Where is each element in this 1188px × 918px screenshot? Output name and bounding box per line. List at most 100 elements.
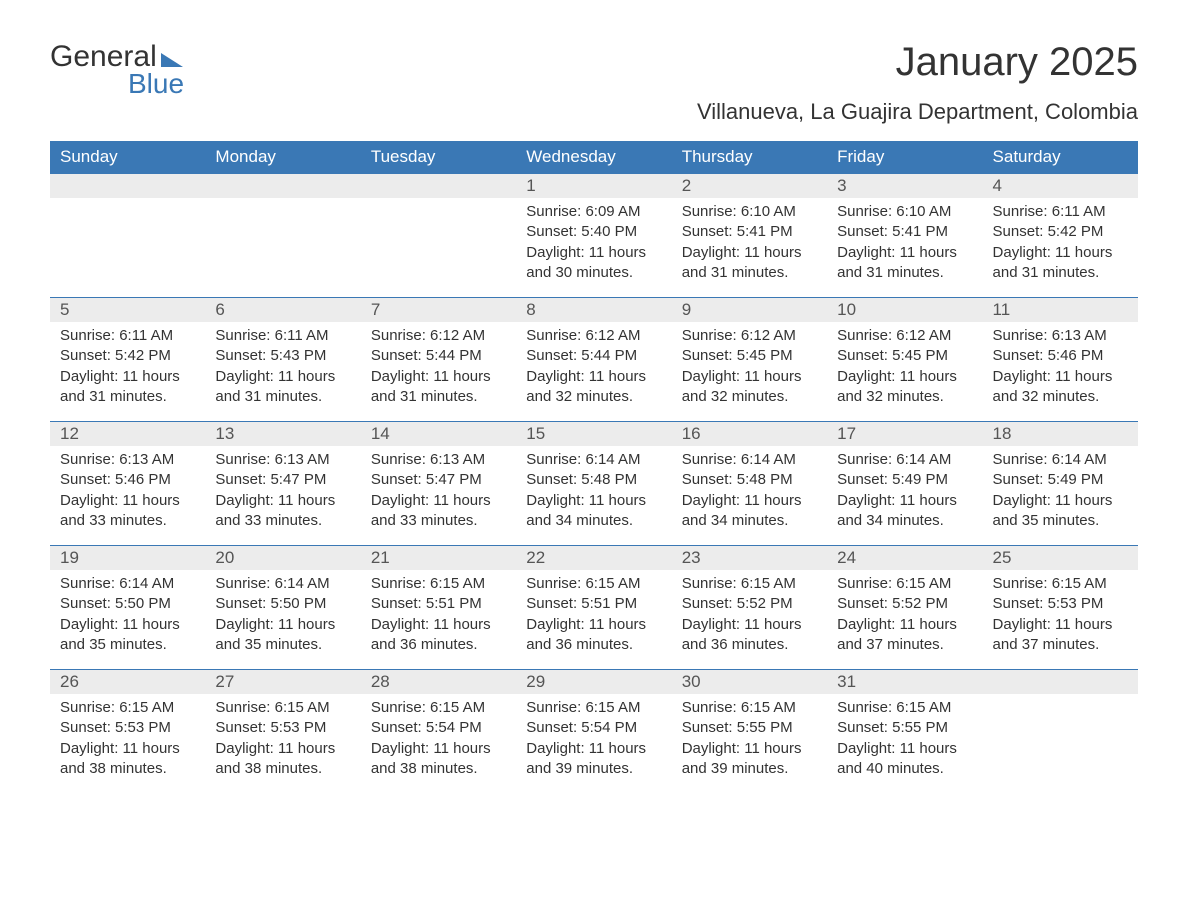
daylight-text-1: Daylight: 11 hours [682, 243, 817, 263]
calendar-cell: 19Sunrise: 6:14 AMSunset: 5:50 PMDayligh… [50, 546, 205, 669]
day-number: 2 [672, 174, 827, 198]
cell-body: Sunrise: 6:13 AMSunset: 5:47 PMDaylight:… [205, 446, 360, 531]
sunrise-text: Sunrise: 6:10 AM [682, 202, 817, 222]
header: General Blue January 2025 Villanueva, La… [50, 40, 1138, 125]
daylight-text-1: Daylight: 11 hours [215, 367, 350, 387]
cell-body: Sunrise: 6:15 AMSunset: 5:54 PMDaylight:… [516, 694, 671, 779]
location-subtitle: Villanueva, La Guajira Department, Colom… [697, 99, 1138, 125]
title-block: January 2025 Villanueva, La Guajira Depa… [697, 40, 1138, 125]
daylight-text-1: Daylight: 11 hours [526, 615, 661, 635]
daylight-text-2: and 33 minutes. [371, 511, 506, 531]
daylight-text-2: and 35 minutes. [993, 511, 1128, 531]
sunrise-text: Sunrise: 6:11 AM [60, 326, 195, 346]
daylight-text-2: and 37 minutes. [837, 635, 972, 655]
daylight-text-1: Daylight: 11 hours [993, 491, 1128, 511]
sunrise-text: Sunrise: 6:15 AM [837, 698, 972, 718]
sunset-text: Sunset: 5:46 PM [60, 470, 195, 490]
sunrise-text: Sunrise: 6:15 AM [371, 698, 506, 718]
daylight-text-1: Daylight: 11 hours [215, 491, 350, 511]
sunrise-text: Sunrise: 6:13 AM [215, 450, 350, 470]
sunset-text: Sunset: 5:52 PM [837, 594, 972, 614]
cell-body: Sunrise: 6:12 AMSunset: 5:45 PMDaylight:… [827, 322, 982, 407]
sunset-text: Sunset: 5:53 PM [993, 594, 1128, 614]
sunset-text: Sunset: 5:44 PM [371, 346, 506, 366]
sunset-text: Sunset: 5:55 PM [682, 718, 817, 738]
sunset-text: Sunset: 5:45 PM [682, 346, 817, 366]
day-number: 23 [672, 546, 827, 570]
cell-body: Sunrise: 6:11 AMSunset: 5:42 PMDaylight:… [983, 198, 1138, 283]
calendar-cell: 17Sunrise: 6:14 AMSunset: 5:49 PMDayligh… [827, 422, 982, 545]
daylight-text-2: and 40 minutes. [837, 759, 972, 779]
sunrise-text: Sunrise: 6:15 AM [837, 574, 972, 594]
sunset-text: Sunset: 5:42 PM [60, 346, 195, 366]
cell-body: Sunrise: 6:13 AMSunset: 5:46 PMDaylight:… [50, 446, 205, 531]
calendar-cell: 20Sunrise: 6:14 AMSunset: 5:50 PMDayligh… [205, 546, 360, 669]
sunset-text: Sunset: 5:41 PM [837, 222, 972, 242]
cell-body: Sunrise: 6:15 AMSunset: 5:53 PMDaylight:… [983, 570, 1138, 655]
day-number: 1 [516, 174, 671, 198]
calendar-cell: 9Sunrise: 6:12 AMSunset: 5:45 PMDaylight… [672, 298, 827, 421]
day-number: 19 [50, 546, 205, 570]
cell-body: Sunrise: 6:15 AMSunset: 5:51 PMDaylight:… [361, 570, 516, 655]
day-number: 28 [361, 670, 516, 694]
weekday-header: Wednesday [516, 141, 671, 173]
sunrise-text: Sunrise: 6:15 AM [371, 574, 506, 594]
sunrise-text: Sunrise: 6:12 AM [371, 326, 506, 346]
daylight-text-2: and 31 minutes. [993, 263, 1128, 283]
calendar-cell: 29Sunrise: 6:15 AMSunset: 5:54 PMDayligh… [516, 670, 671, 793]
sunset-text: Sunset: 5:50 PM [60, 594, 195, 614]
day-number: 9 [672, 298, 827, 322]
day-number [205, 174, 360, 198]
daylight-text-2: and 31 minutes. [682, 263, 817, 283]
logo-text-2: Blue [128, 68, 184, 100]
daylight-text-2: and 32 minutes. [993, 387, 1128, 407]
sunset-text: Sunset: 5:42 PM [993, 222, 1128, 242]
sunrise-text: Sunrise: 6:13 AM [60, 450, 195, 470]
cell-body: Sunrise: 6:12 AMSunset: 5:44 PMDaylight:… [361, 322, 516, 407]
daylight-text-1: Daylight: 11 hours [60, 739, 195, 759]
daylight-text-1: Daylight: 11 hours [526, 739, 661, 759]
cell-body: Sunrise: 6:14 AMSunset: 5:49 PMDaylight:… [983, 446, 1138, 531]
sunset-text: Sunset: 5:52 PM [682, 594, 817, 614]
calendar-cell: 4Sunrise: 6:11 AMSunset: 5:42 PMDaylight… [983, 174, 1138, 297]
day-number: 6 [205, 298, 360, 322]
daylight-text-1: Daylight: 11 hours [682, 367, 817, 387]
calendar-cell: 22Sunrise: 6:15 AMSunset: 5:51 PMDayligh… [516, 546, 671, 669]
daylight-text-1: Daylight: 11 hours [837, 367, 972, 387]
weekday-header: Tuesday [361, 141, 516, 173]
daylight-text-1: Daylight: 11 hours [60, 491, 195, 511]
cell-body: Sunrise: 6:15 AMSunset: 5:51 PMDaylight:… [516, 570, 671, 655]
sunrise-text: Sunrise: 6:14 AM [837, 450, 972, 470]
sunset-text: Sunset: 5:46 PM [993, 346, 1128, 366]
sunrise-text: Sunrise: 6:13 AM [371, 450, 506, 470]
daylight-text-2: and 32 minutes. [837, 387, 972, 407]
sunset-text: Sunset: 5:43 PM [215, 346, 350, 366]
daylight-text-1: Daylight: 11 hours [60, 615, 195, 635]
calendar-cell: 31Sunrise: 6:15 AMSunset: 5:55 PMDayligh… [827, 670, 982, 793]
cell-body: Sunrise: 6:15 AMSunset: 5:53 PMDaylight:… [205, 694, 360, 779]
daylight-text-2: and 36 minutes. [682, 635, 817, 655]
calendar-cell: 7Sunrise: 6:12 AMSunset: 5:44 PMDaylight… [361, 298, 516, 421]
sunset-text: Sunset: 5:47 PM [215, 470, 350, 490]
month-title: January 2025 [697, 40, 1138, 85]
day-number [50, 174, 205, 198]
calendar-cell [983, 670, 1138, 793]
daylight-text-2: and 31 minutes. [837, 263, 972, 283]
daylight-text-1: Daylight: 11 hours [993, 367, 1128, 387]
cell-body: Sunrise: 6:12 AMSunset: 5:44 PMDaylight:… [516, 322, 671, 407]
day-number: 4 [983, 174, 1138, 198]
weekday-header: Thursday [672, 141, 827, 173]
sunrise-text: Sunrise: 6:13 AM [993, 326, 1128, 346]
day-number [361, 174, 516, 198]
calendar-cell: 23Sunrise: 6:15 AMSunset: 5:52 PMDayligh… [672, 546, 827, 669]
daylight-text-1: Daylight: 11 hours [993, 243, 1128, 263]
sunrise-text: Sunrise: 6:15 AM [215, 698, 350, 718]
daylight-text-1: Daylight: 11 hours [371, 367, 506, 387]
daylight-text-2: and 32 minutes. [682, 387, 817, 407]
calendar-cell: 21Sunrise: 6:15 AMSunset: 5:51 PMDayligh… [361, 546, 516, 669]
calendar-cell: 5Sunrise: 6:11 AMSunset: 5:42 PMDaylight… [50, 298, 205, 421]
sunrise-text: Sunrise: 6:14 AM [682, 450, 817, 470]
calendar-week-row: 12Sunrise: 6:13 AMSunset: 5:46 PMDayligh… [50, 421, 1138, 545]
daylight-text-2: and 31 minutes. [215, 387, 350, 407]
weekday-header-row: Sunday Monday Tuesday Wednesday Thursday… [50, 141, 1138, 173]
